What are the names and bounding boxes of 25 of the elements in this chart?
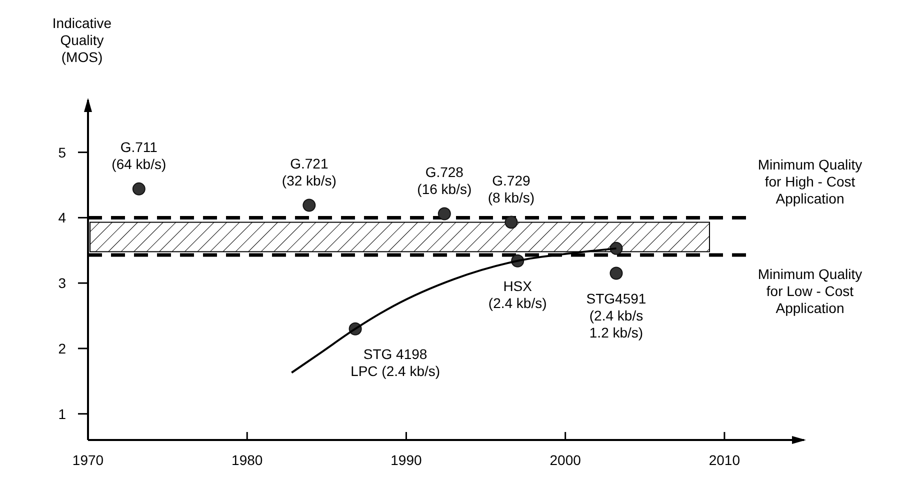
point xyxy=(610,266,623,280)
y-tick-label: 3 xyxy=(58,275,66,292)
y-tick-label: 4 xyxy=(58,210,66,226)
annotation: STG 4198 LPC (2.4 kb/s) xyxy=(350,346,440,379)
annotation: STG4591 (2.4 kb/s 1.2 kb/s) xyxy=(586,290,646,340)
point xyxy=(302,198,316,212)
x-tick-label: 2010 xyxy=(708,452,740,468)
x-tick-label: 1990 xyxy=(390,452,422,468)
x-tick-label: 2000 xyxy=(550,452,582,468)
y-tick-label: 1 xyxy=(58,406,66,422)
ref-line-label: Minimum Quality for High - Cost Application xyxy=(758,156,862,207)
x-tick-label: 1970 xyxy=(72,452,104,468)
annotation: G.721 (32 kb/s) xyxy=(282,155,336,188)
annotation: G.711 (64 kb/s) xyxy=(112,138,166,172)
point xyxy=(132,182,146,196)
ref-line-label: Minimum Quality for Low - Cost Application xyxy=(758,266,862,316)
annotation: G.728 (16 kb/s) xyxy=(417,164,472,197)
annotation: G.729 (8 kb/s) xyxy=(488,172,535,206)
y-tick-label: 2 xyxy=(58,340,66,356)
annotation: HSX (2.4 kb/s) xyxy=(488,278,547,311)
point xyxy=(438,207,451,220)
x-tick-label: 1980 xyxy=(232,452,263,468)
y-tick-label: 5 xyxy=(58,144,66,160)
y-axis-title: Indicative Quality (MOS) xyxy=(52,15,112,65)
point xyxy=(504,216,518,229)
